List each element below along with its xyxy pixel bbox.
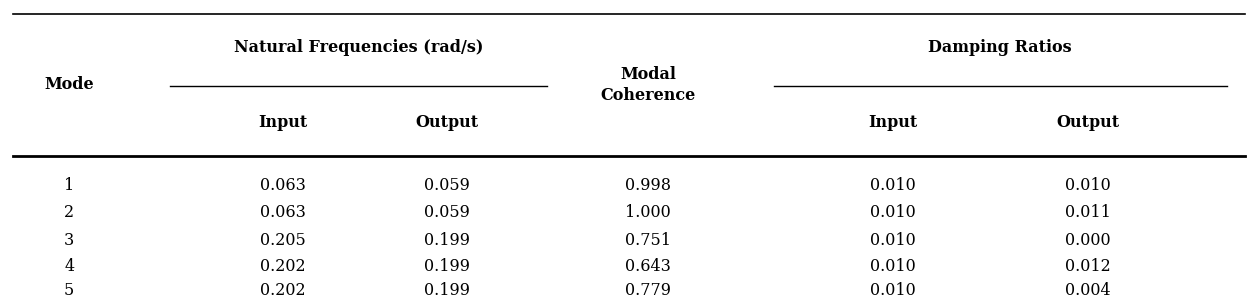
Text: 0.010: 0.010 [871, 282, 916, 299]
Text: 0.643: 0.643 [625, 258, 671, 275]
Text: Damping Ratios: Damping Ratios [928, 39, 1072, 56]
Text: 0.063: 0.063 [260, 204, 306, 221]
Text: 0.010: 0.010 [1066, 177, 1111, 194]
Text: 0.199: 0.199 [424, 232, 469, 249]
Text: Mode: Mode [44, 76, 94, 93]
Text: 0.199: 0.199 [424, 282, 469, 299]
Text: 0.063: 0.063 [260, 177, 306, 194]
Text: 0.010: 0.010 [871, 177, 916, 194]
Text: 0.779: 0.779 [625, 282, 671, 299]
Text: 0.059: 0.059 [424, 204, 469, 221]
Text: 0.010: 0.010 [871, 204, 916, 221]
Text: Output: Output [1057, 114, 1120, 131]
Text: Output: Output [415, 114, 478, 131]
Text: 0.012: 0.012 [1066, 258, 1111, 275]
Text: 0.205: 0.205 [260, 232, 306, 249]
Text: 1: 1 [64, 177, 74, 194]
Text: Natural Frequencies (rad/s): Natural Frequencies (rad/s) [234, 39, 483, 56]
Text: 0.202: 0.202 [260, 258, 306, 275]
Text: Input: Input [258, 114, 308, 131]
Text: 0.010: 0.010 [871, 258, 916, 275]
Text: 0.000: 0.000 [1066, 232, 1111, 249]
Text: 0.004: 0.004 [1066, 282, 1111, 299]
Text: 4: 4 [64, 258, 74, 275]
Text: Input: Input [868, 114, 918, 131]
Text: 1.000: 1.000 [625, 204, 671, 221]
Text: 0.010: 0.010 [871, 232, 916, 249]
Text: 0.751: 0.751 [625, 232, 671, 249]
Text: 2: 2 [64, 204, 74, 221]
Text: 0.011: 0.011 [1066, 204, 1111, 221]
Text: Modal
Coherence: Modal Coherence [600, 66, 696, 104]
Text: 0.199: 0.199 [424, 258, 469, 275]
Text: 0.059: 0.059 [424, 177, 469, 194]
Text: 5: 5 [64, 282, 74, 299]
Text: 0.998: 0.998 [625, 177, 671, 194]
Text: 3: 3 [64, 232, 74, 249]
Text: 0.202: 0.202 [260, 282, 306, 299]
